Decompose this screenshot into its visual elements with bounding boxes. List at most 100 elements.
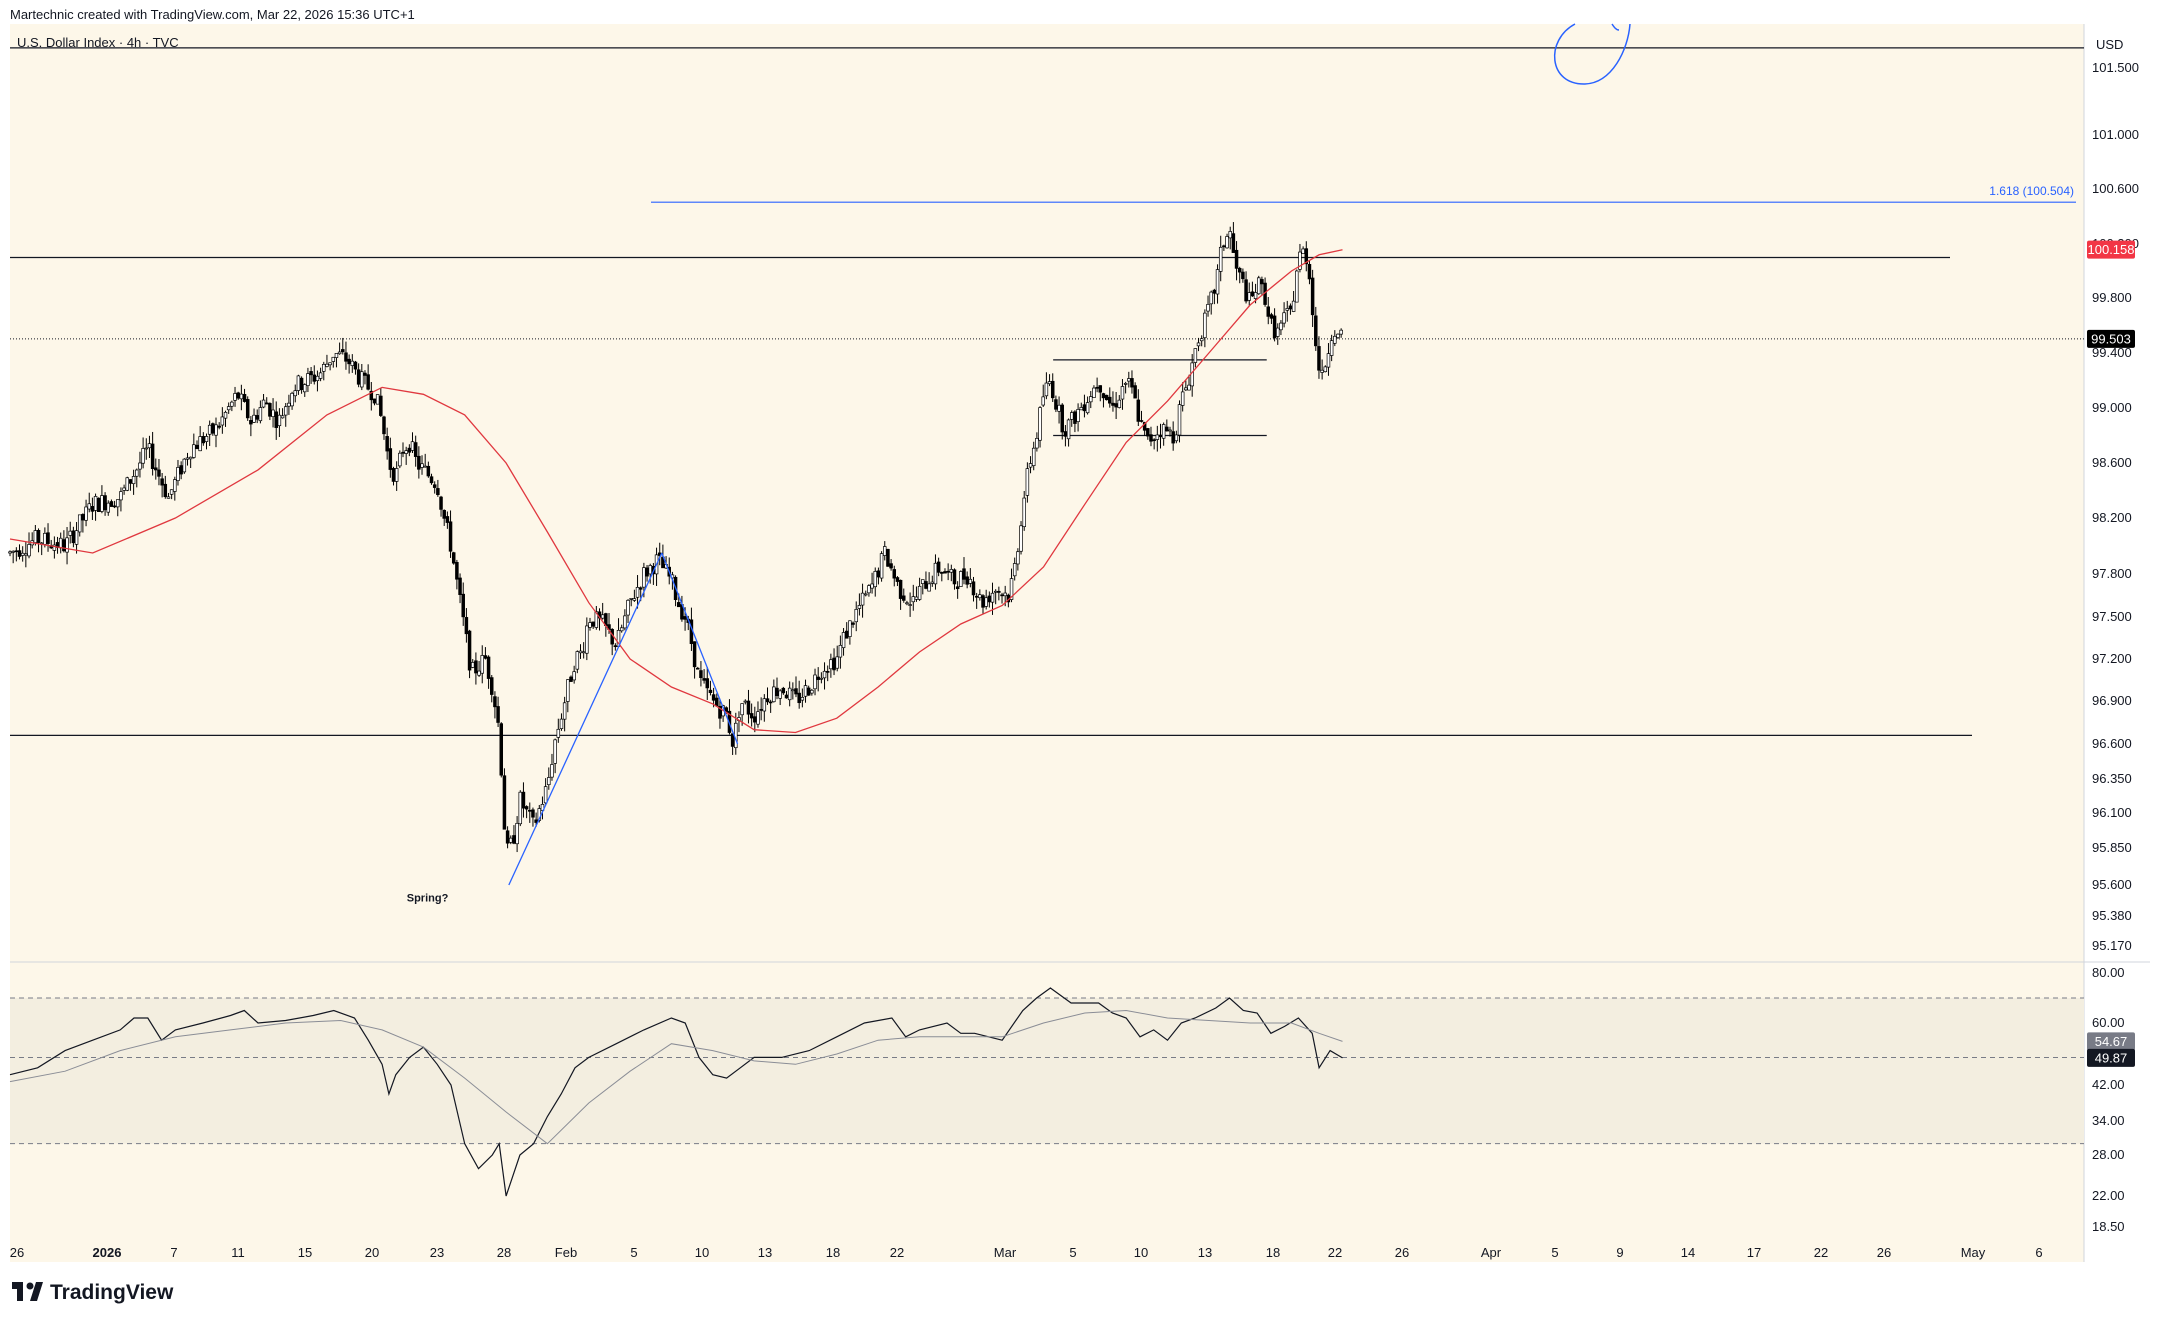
candle-body (1047, 381, 1052, 385)
candle-body (629, 598, 633, 600)
candle-body (844, 630, 849, 639)
candle-body (528, 809, 532, 812)
price-tick-label: 97.200 (2092, 651, 2132, 666)
candle-body (277, 414, 282, 427)
candle-body (1301, 248, 1305, 254)
price-tick-label: 101.000 (2092, 127, 2139, 142)
time-tick-label: Apr (1481, 1245, 1502, 1260)
price-pane-background[interactable] (10, 24, 2084, 962)
candle-body (1247, 292, 1251, 301)
currency-label[interactable]: USD (2096, 37, 2123, 52)
rsi-tick-label: 60.00 (2092, 1015, 2125, 1030)
candle-body (867, 585, 871, 594)
candle-body (1234, 249, 1239, 269)
price-tick-label: 96.600 (2092, 736, 2132, 751)
candle-body (990, 592, 995, 603)
candle-body (135, 469, 139, 477)
candle-body (1295, 270, 1299, 303)
candle-body (600, 614, 605, 619)
current-price-badge-bg (2087, 329, 2135, 348)
candle-body (230, 401, 234, 407)
candle-body (1333, 335, 1337, 344)
candle-body (71, 530, 76, 544)
candle-body (296, 375, 301, 391)
candle-body (350, 360, 355, 366)
candle-body (936, 561, 941, 573)
candle-body (106, 502, 111, 513)
candle-body (242, 394, 247, 402)
time-tick-label: Feb (555, 1245, 577, 1260)
candle-body (347, 358, 351, 365)
swing-trend-line[interactable] (508, 552, 663, 886)
candle-body (1104, 394, 1109, 401)
time-tick-label: 2026 (93, 1245, 122, 1260)
candle-body (1149, 434, 1153, 442)
candle-body (1269, 314, 1274, 319)
candle-body (245, 399, 250, 419)
drawings-annotations[interactable]: Spring? (407, 23, 1631, 904)
rsi-tick-label: 80.00 (2092, 965, 2125, 980)
price-tick-label: 99.800 (2092, 290, 2132, 305)
candle-body (1218, 246, 1223, 272)
candle-body (8, 551, 12, 554)
candle-body (372, 398, 377, 404)
candle-body (1282, 312, 1286, 324)
candle-body (1146, 428, 1150, 437)
candle-body (800, 696, 805, 701)
candle-body (385, 436, 389, 452)
candle-body (185, 457, 190, 460)
candle-body (1142, 422, 1147, 431)
time-axis-background[interactable] (10, 1242, 2084, 1262)
candle-body (223, 411, 228, 419)
candle-body (36, 529, 41, 543)
candle-body (1095, 386, 1099, 389)
candle-body (886, 548, 890, 567)
candle-body (898, 579, 903, 599)
rsi-tick-label: 42.00 (2092, 1077, 2125, 1092)
candle-body (369, 390, 374, 401)
candle-body (791, 689, 795, 692)
candle-body (1317, 346, 1321, 371)
candle-body (331, 356, 336, 362)
candle-body (407, 447, 412, 453)
rsi-ma-line (9, 1009, 1343, 1145)
candle-body (439, 496, 443, 510)
swing-trend-line[interactable] (661, 552, 739, 745)
candle-body (496, 706, 500, 723)
candle-body (1177, 404, 1182, 436)
candle-body (214, 424, 218, 436)
candle-body (382, 416, 386, 435)
candle-body (794, 688, 798, 695)
candle-body (122, 487, 126, 491)
candle-body (1244, 279, 1248, 302)
candle-body (1069, 412, 1074, 420)
candle-body (404, 450, 408, 454)
candle-body (946, 570, 950, 573)
candle-body (810, 689, 814, 694)
candle-body (518, 791, 523, 825)
price-tick-label: 96.350 (2092, 771, 2132, 786)
candle-body (1310, 277, 1315, 316)
candle-body (502, 775, 507, 830)
candle-body (1016, 551, 1020, 565)
candle-body (1250, 291, 1255, 297)
candle-body (1060, 404, 1064, 433)
circle-drawing[interactable] (1553, 23, 1631, 85)
candle-body (870, 583, 874, 589)
candle-body (391, 468, 396, 482)
candle-body (1256, 277, 1261, 295)
circle-drawing-tail[interactable] (1611, 23, 1620, 31)
candle-body (173, 479, 177, 492)
candle-body (848, 620, 852, 637)
candle-body (1212, 289, 1217, 294)
candle-body (635, 586, 640, 598)
candle-body (778, 690, 782, 699)
candle-body (715, 697, 719, 707)
candle-body (303, 384, 307, 393)
candle-body (1323, 366, 1328, 373)
candle-body (876, 570, 881, 578)
symbol-title[interactable]: U.S. Dollar Index · 4h · TVC (17, 35, 179, 50)
candle-body (1171, 431, 1175, 444)
candle-body (112, 505, 117, 508)
